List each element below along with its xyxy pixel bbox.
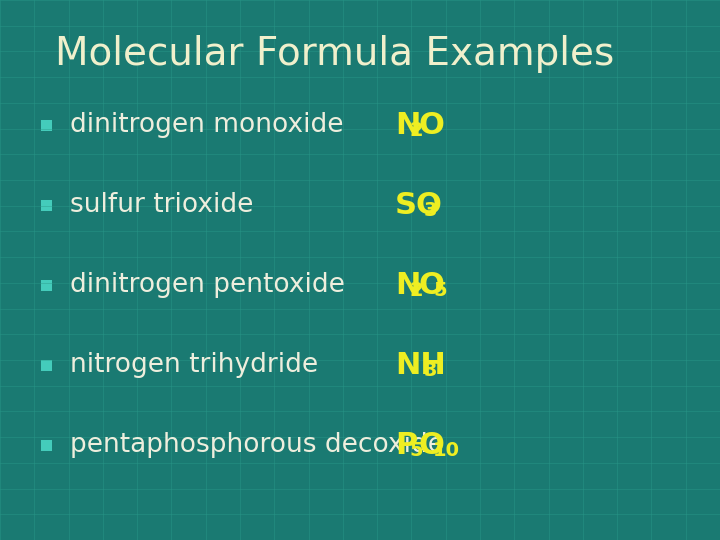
Text: O: O: [418, 111, 444, 139]
Bar: [41, 120, 52, 131]
Text: SO: SO: [395, 191, 443, 219]
Text: N: N: [395, 111, 420, 139]
Text: 3: 3: [424, 361, 438, 381]
Text: 3: 3: [424, 201, 438, 220]
Text: sulfur trioxide: sulfur trioxide: [70, 192, 253, 218]
Text: pentaphosphorous decoxide: pentaphosphorous decoxide: [70, 432, 444, 458]
Text: P: P: [395, 430, 418, 460]
Bar: [41, 200, 52, 211]
Text: 5: 5: [410, 442, 423, 461]
Text: nitrogen trihydride: nitrogen trihydride: [70, 352, 318, 378]
Bar: [41, 280, 52, 291]
Bar: [41, 360, 52, 371]
Text: dinitrogen monoxide: dinitrogen monoxide: [70, 112, 343, 138]
Text: N: N: [395, 271, 420, 300]
Text: dinitrogen pentoxide: dinitrogen pentoxide: [70, 272, 345, 298]
Text: 5: 5: [433, 281, 446, 300]
Text: Molecular Formula Examples: Molecular Formula Examples: [55, 35, 614, 73]
Text: NH: NH: [395, 350, 446, 380]
Text: 10: 10: [433, 442, 460, 461]
Text: 2: 2: [410, 281, 423, 300]
Text: O: O: [418, 271, 444, 300]
Text: 2: 2: [410, 122, 423, 140]
Text: O: O: [418, 430, 444, 460]
Bar: [41, 440, 52, 451]
